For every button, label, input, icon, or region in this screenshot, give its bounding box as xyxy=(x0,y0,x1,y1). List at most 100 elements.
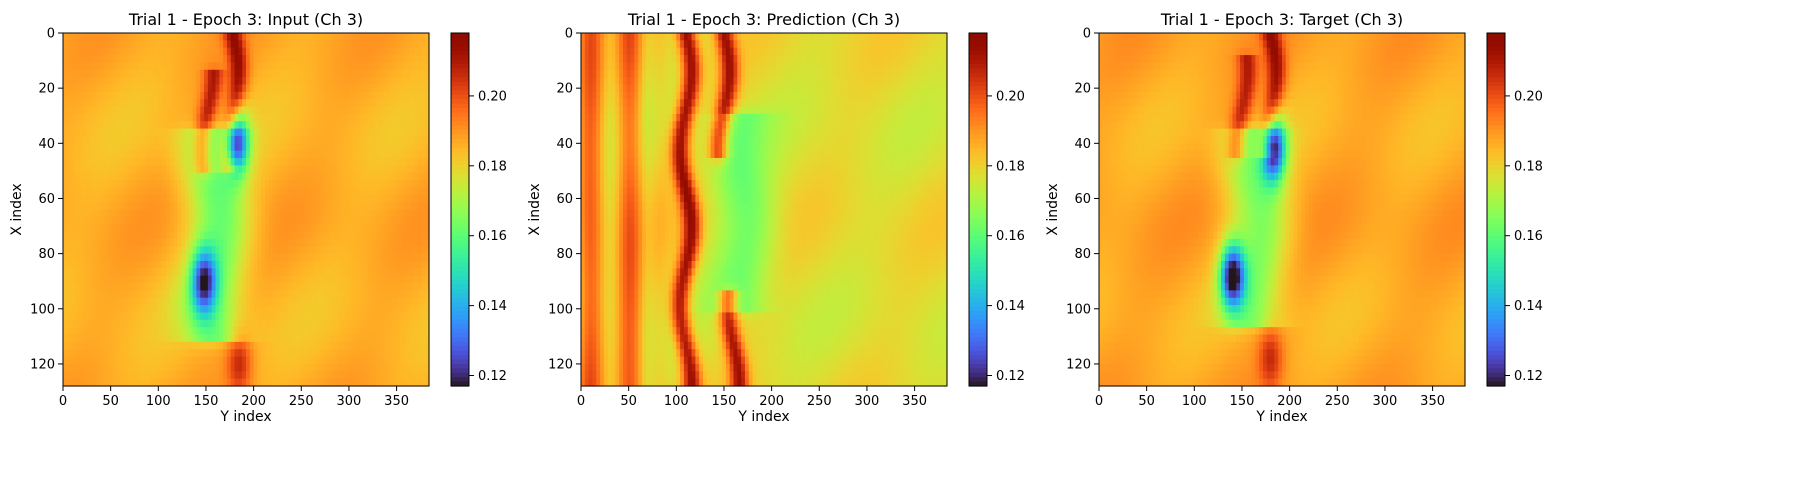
heatmap-cell xyxy=(223,121,228,130)
heatmap-cell xyxy=(390,40,396,49)
heatmap-cell xyxy=(204,106,209,115)
heatmap-cell xyxy=(284,297,289,306)
heatmap-cell xyxy=(276,334,281,343)
heatmap-cell xyxy=(268,268,274,277)
heatmap-cell xyxy=(291,84,297,93)
heatmap-cell xyxy=(379,33,384,41)
heatmap-cell xyxy=(89,128,95,137)
heatmap-cell xyxy=(322,128,327,137)
heatmap-cell xyxy=(398,165,403,174)
heatmap-cell xyxy=(390,305,396,314)
heatmap-cell xyxy=(89,202,95,211)
heatmap-cell xyxy=(246,121,251,130)
heatmap-cell xyxy=(421,106,426,115)
heatmap-cell xyxy=(169,363,175,372)
heatmap-cell xyxy=(74,341,79,350)
heatmap-cell xyxy=(886,40,891,49)
heatmap-cell xyxy=(390,150,396,159)
heatmap-cell xyxy=(108,180,114,189)
heatmap-cell xyxy=(600,47,605,56)
x-tick-label: 350 xyxy=(384,394,409,409)
heatmap-cell xyxy=(124,40,129,49)
heatmap-cell xyxy=(394,319,400,328)
heatmap-cell xyxy=(371,77,377,86)
heatmap-cell xyxy=(253,216,259,225)
heatmap-cell xyxy=(348,165,354,174)
heatmap-cell xyxy=(379,121,384,130)
heatmap-cell xyxy=(272,62,278,71)
heatmap-cell xyxy=(207,260,213,269)
heatmap-cell xyxy=(242,268,247,277)
heatmap-cell xyxy=(116,334,121,343)
heatmap-cell xyxy=(74,312,79,321)
heatmap-cell xyxy=(162,84,167,93)
heatmap-cell xyxy=(253,319,259,328)
heatmap-cell xyxy=(104,135,110,144)
heatmap-cell xyxy=(345,77,350,86)
heatmap-cell xyxy=(135,135,140,144)
heatmap-cell xyxy=(150,194,156,203)
heatmap-cell xyxy=(425,305,430,314)
heatmap-cell xyxy=(196,194,201,203)
heatmap-cell xyxy=(104,378,110,387)
heatmap-cell xyxy=(116,40,121,49)
heatmap-cell xyxy=(360,275,365,284)
heatmap-cell xyxy=(101,356,106,365)
heatmap-cell xyxy=(223,305,228,314)
heatmap-cell xyxy=(70,40,76,49)
heatmap-cell xyxy=(661,47,666,56)
heatmap-cell xyxy=(417,91,422,100)
heatmap-cell xyxy=(329,290,335,299)
heatmap-cell xyxy=(139,275,144,284)
heatmap-cell xyxy=(127,216,133,225)
heatmap-cell xyxy=(82,202,87,211)
heatmap-cell xyxy=(402,290,407,299)
heatmap-cell xyxy=(124,202,129,211)
heatmap-cell xyxy=(280,238,285,247)
heatmap-cell xyxy=(333,371,339,380)
heatmap-cell xyxy=(226,165,232,174)
heatmap-cell xyxy=(398,172,403,181)
heatmap-cell xyxy=(112,106,117,115)
heatmap-cell xyxy=(333,297,339,306)
heatmap-cell xyxy=(196,165,201,174)
heatmap-cell xyxy=(310,363,316,372)
heatmap-cell xyxy=(143,253,148,262)
heatmap-cell xyxy=(299,40,304,49)
heatmap-cell xyxy=(185,312,190,321)
heatmap-cell xyxy=(249,297,255,306)
heatmap-cell xyxy=(356,378,361,387)
heatmap-cell xyxy=(204,305,209,314)
heatmap-cell xyxy=(162,62,167,71)
heatmap-cell xyxy=(284,305,289,314)
heatmap-cell xyxy=(310,253,316,262)
heatmap-cell xyxy=(299,319,304,328)
heatmap-cell xyxy=(409,106,415,115)
heatmap-cell xyxy=(78,349,83,358)
heatmap-cell xyxy=(108,231,114,240)
heatmap-cell xyxy=(135,319,140,328)
heatmap-cell xyxy=(326,327,331,336)
heatmap-cell xyxy=(280,128,285,137)
heatmap-cell xyxy=(131,371,137,380)
heatmap-cell xyxy=(672,33,677,41)
heatmap-cell xyxy=(204,135,209,144)
heatmap-cell xyxy=(272,143,278,152)
heatmap-cell xyxy=(310,91,316,100)
heatmap-cell xyxy=(230,283,236,291)
heatmap-cell xyxy=(165,363,171,372)
heatmap-cell xyxy=(93,158,98,166)
colorbar-segment xyxy=(451,37,469,43)
colorbar-segment xyxy=(451,235,469,241)
heatmap-cell xyxy=(146,297,152,306)
heatmap-cell xyxy=(242,194,247,203)
heatmap-cell xyxy=(360,106,365,115)
heatmap-cell xyxy=(417,349,422,358)
heatmap-cell xyxy=(211,356,217,365)
heatmap-cell xyxy=(272,371,278,380)
heatmap-cell xyxy=(345,238,350,247)
heatmap-cell xyxy=(196,253,201,262)
heatmap-cell xyxy=(131,224,137,233)
heatmap-cell xyxy=(177,231,182,240)
heatmap-cell xyxy=(112,290,117,299)
